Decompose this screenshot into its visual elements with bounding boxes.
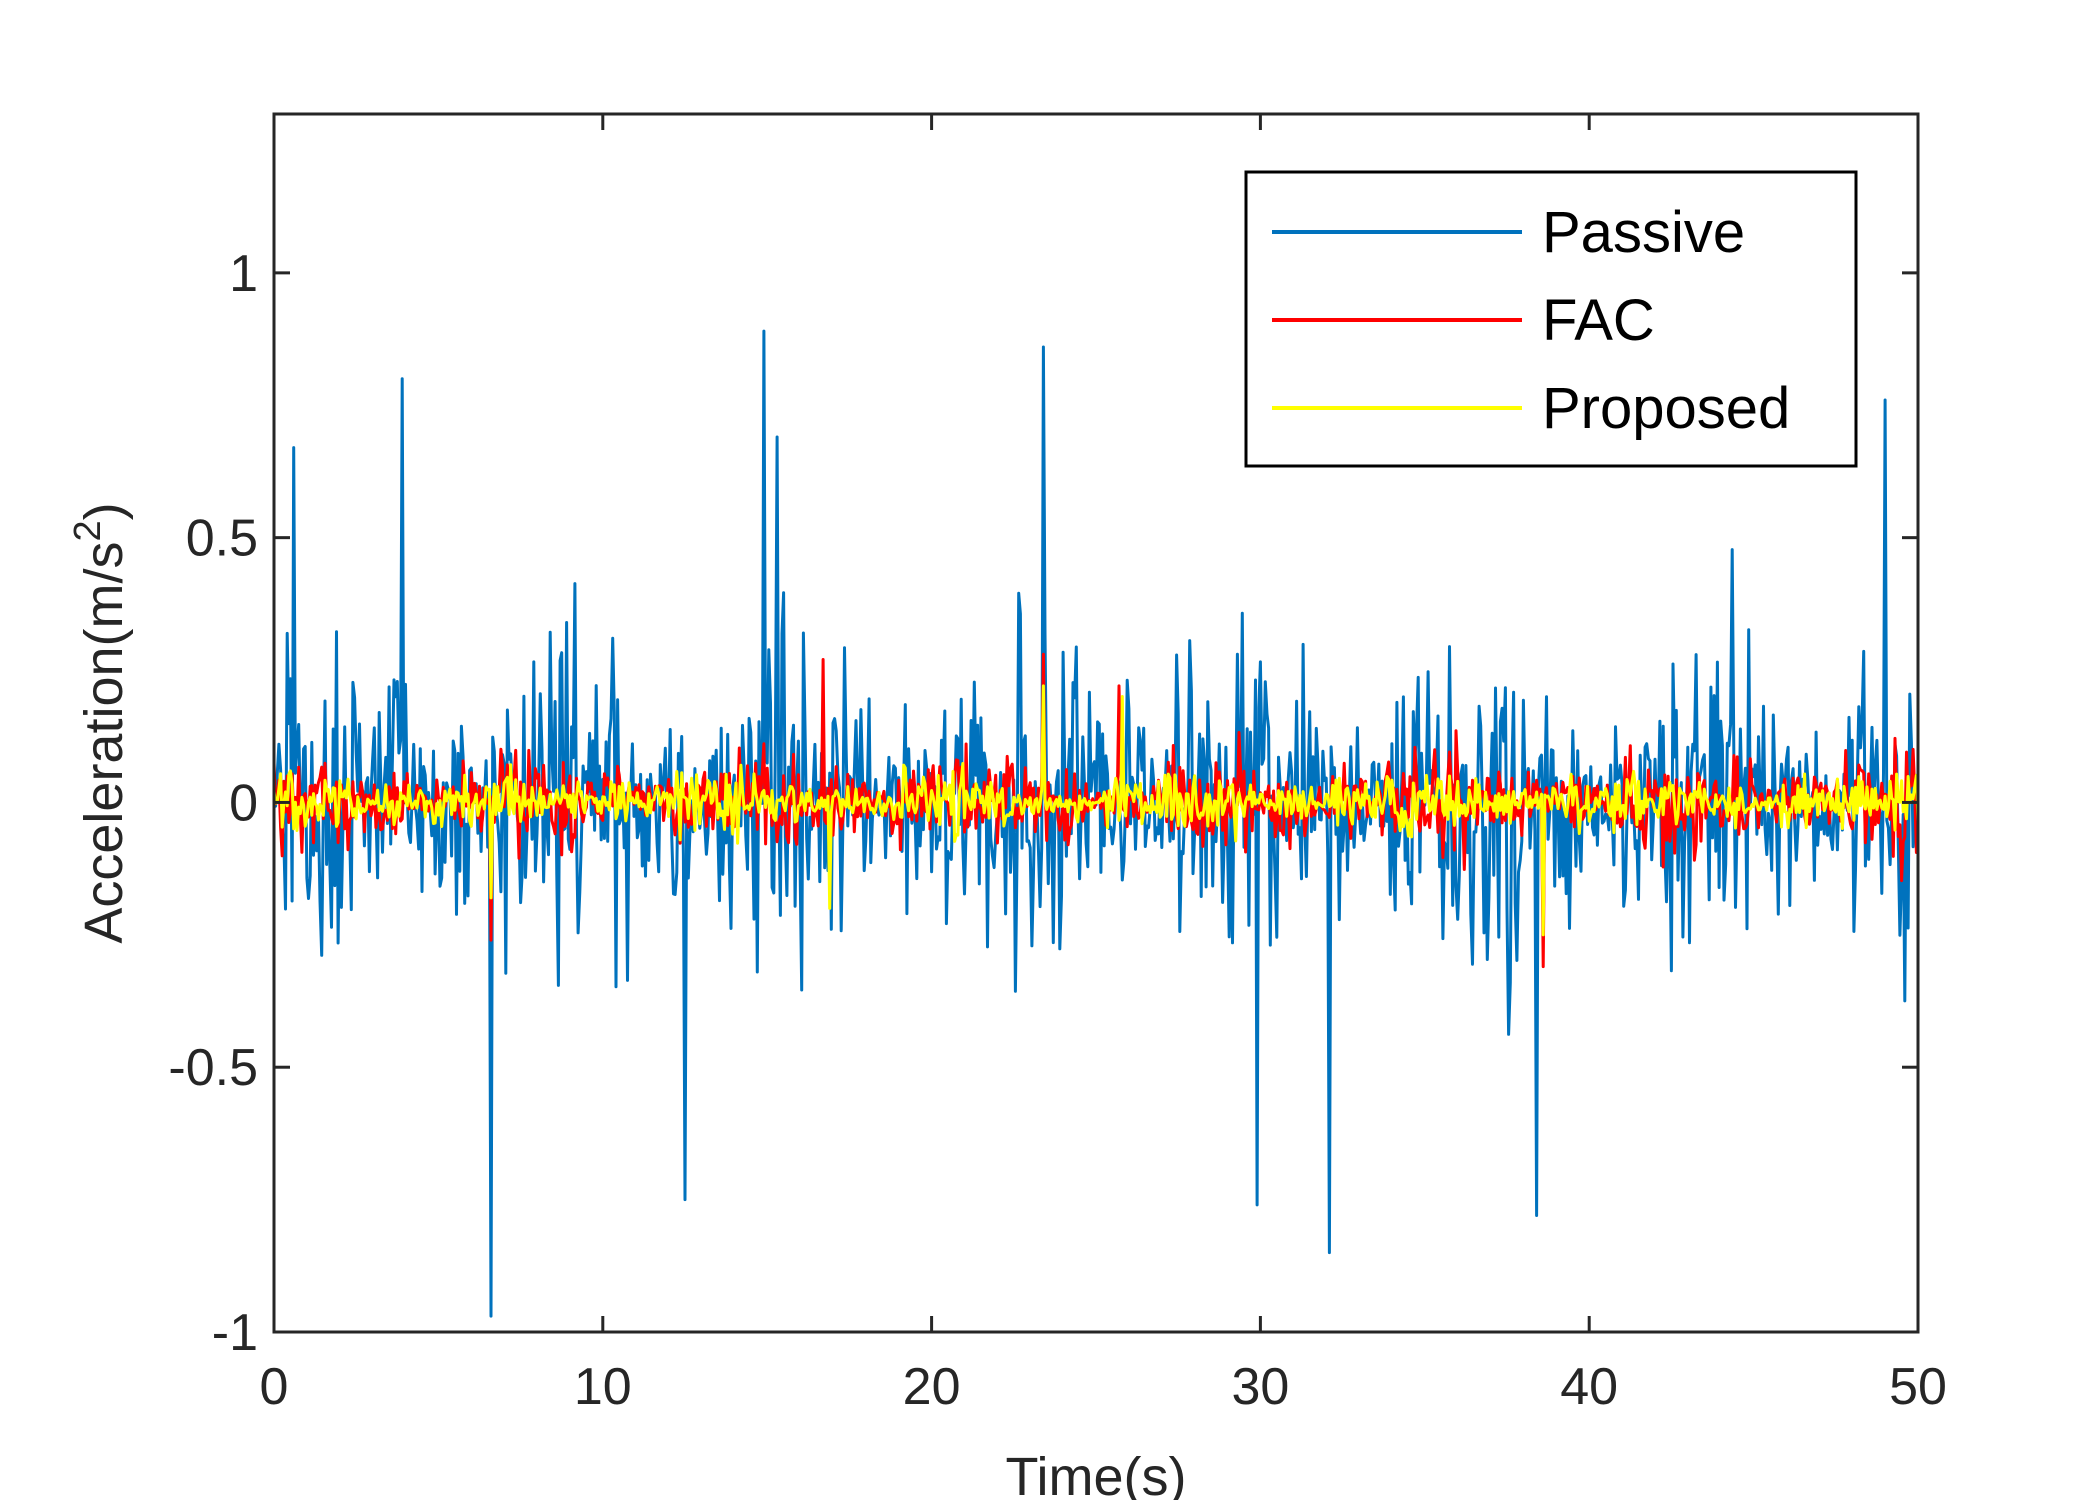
series-line-proposed xyxy=(274,684,1918,937)
x-tick-label: 30 xyxy=(1231,1358,1289,1416)
plot-frame xyxy=(272,112,1920,1334)
y-axis-label: Acceleration(m/s2) xyxy=(67,502,134,943)
y-axis-label-superscript: 2 xyxy=(67,520,109,541)
y-axis-label-close: ) xyxy=(74,502,134,520)
legend-label-fac: FAC xyxy=(1542,288,1655,353)
legend: Passive FAC Proposed xyxy=(1244,170,1858,468)
x-axis-label: Time(s) xyxy=(1006,1447,1187,1500)
y-tick-label: 0.5 xyxy=(186,510,258,568)
y-axis-label-main: Acceleration(m/s xyxy=(74,541,134,943)
x-tick-label: 0 xyxy=(260,1358,289,1416)
y-tick-label: 0 xyxy=(229,774,258,832)
legend-label-passive: Passive xyxy=(1542,200,1745,265)
y-tick-label: 1 xyxy=(229,245,258,303)
x-tick-label: 20 xyxy=(903,1358,961,1416)
y-tick-label: -0.5 xyxy=(168,1039,258,1097)
y-tick-label: -1 xyxy=(212,1304,258,1362)
legend-label-proposed: Proposed xyxy=(1542,376,1790,441)
x-tick-label: 50 xyxy=(1889,1358,1947,1416)
y-tick-labels: -1 -0.5 0 0.5 1 xyxy=(168,245,258,1362)
x-tick-label: 40 xyxy=(1560,1358,1618,1416)
x-tick-label: 10 xyxy=(574,1358,632,1416)
series-layer xyxy=(274,329,1918,1318)
x-tick-labels: 0 10 20 30 40 50 xyxy=(260,1358,1947,1416)
